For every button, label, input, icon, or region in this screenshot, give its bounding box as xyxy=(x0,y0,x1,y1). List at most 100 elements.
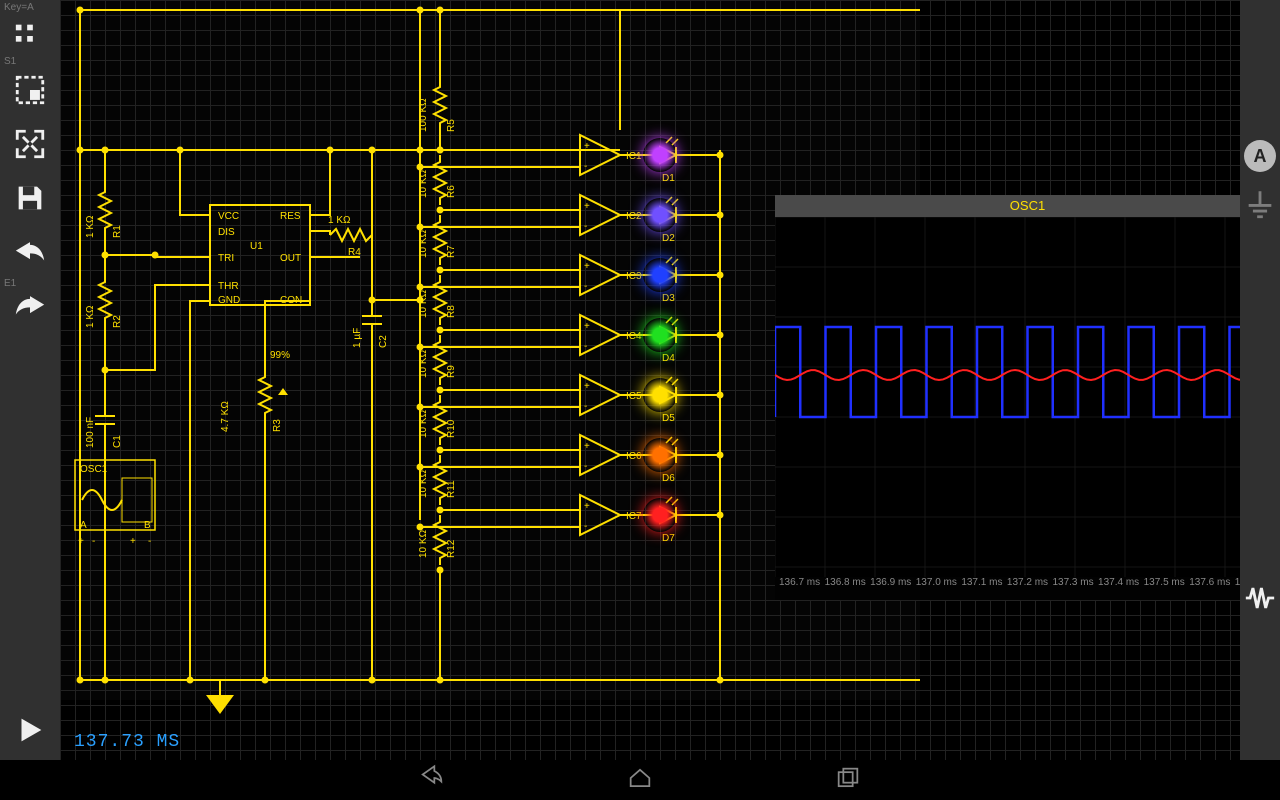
svg-text:+: + xyxy=(584,201,590,212)
svg-text:RES: RES xyxy=(280,211,301,222)
svg-text:R6: R6 xyxy=(446,185,457,198)
svg-text:A: A xyxy=(80,520,87,531)
svg-text:R12: R12 xyxy=(446,539,457,558)
waveform-icon[interactable] xyxy=(1238,576,1280,620)
select-area-icon[interactable] xyxy=(8,68,52,112)
scope-xtick: 137.1 ms xyxy=(961,577,1002,597)
recent-apps-icon[interactable] xyxy=(834,764,862,797)
scope-xtick: 137.2 ms xyxy=(1007,577,1048,597)
led-d5 xyxy=(643,378,677,412)
svg-text:+: + xyxy=(584,261,590,272)
svg-text:+: + xyxy=(584,321,590,332)
svg-text:IC7: IC7 xyxy=(626,511,642,522)
svg-text:IC5: IC5 xyxy=(626,391,642,402)
svg-text:+: + xyxy=(584,381,590,392)
svg-text:4.7 KΩ: 4.7 KΩ xyxy=(220,401,231,432)
svg-text:1 KΩ: 1 KΩ xyxy=(85,305,96,328)
svg-text:IC6: IC6 xyxy=(626,451,642,462)
oscilloscope-xaxis: 136.7 ms136.8 ms136.9 ms137.0 ms137.1 ms… xyxy=(775,577,1280,597)
svg-text:D4: D4 xyxy=(662,353,675,364)
scope-xtick: 137.5 ms xyxy=(1144,577,1185,597)
svg-text:D5: D5 xyxy=(662,413,675,424)
back-icon[interactable] xyxy=(418,764,446,797)
svg-text:DIS: DIS xyxy=(218,227,235,238)
led-d4 xyxy=(643,318,677,352)
svg-text:THR: THR xyxy=(218,281,239,292)
svg-text:R5: R5 xyxy=(446,119,457,132)
svg-text:99%: 99% xyxy=(270,350,290,361)
svg-text:IC1: IC1 xyxy=(626,151,642,162)
svg-text:10 KΩ: 10 KΩ xyxy=(418,169,429,198)
svg-text:+: + xyxy=(130,536,136,547)
led-d1 xyxy=(643,138,677,172)
svg-text:R2: R2 xyxy=(112,315,123,328)
svg-text:+: + xyxy=(584,501,590,512)
svg-text:10 KΩ: 10 KΩ xyxy=(418,409,429,438)
svg-text:-: - xyxy=(584,281,587,292)
svg-text:IC4: IC4 xyxy=(626,331,642,342)
svg-text:R10: R10 xyxy=(446,419,457,438)
svg-text:D1: D1 xyxy=(662,173,675,184)
led-d3 xyxy=(643,258,677,292)
svg-text:R1: R1 xyxy=(112,225,123,238)
svg-text:D3: D3 xyxy=(662,293,675,304)
svg-text:-: - xyxy=(584,341,587,352)
svg-text:-: - xyxy=(584,221,587,232)
scope-xtick: 136.7 ms xyxy=(779,577,820,597)
menu-icon[interactable] xyxy=(8,14,52,58)
fit-screen-icon[interactable] xyxy=(8,122,52,166)
svg-text:1 KΩ: 1 KΩ xyxy=(328,215,351,226)
svg-text:OUT: OUT xyxy=(280,253,301,264)
svg-text:VCC: VCC xyxy=(218,211,239,222)
svg-text:10 KΩ: 10 KΩ xyxy=(418,229,429,258)
key-label: Key=A xyxy=(4,2,34,13)
svg-text:-: - xyxy=(584,401,587,412)
android-navbar xyxy=(0,760,1280,800)
svg-text:R3: R3 xyxy=(272,419,283,432)
svg-text:R7: R7 xyxy=(446,245,457,258)
save-icon[interactable] xyxy=(8,176,52,220)
svg-text:-: - xyxy=(92,536,95,547)
play-icon[interactable] xyxy=(8,708,52,752)
schematic-canvas[interactable]: 1 KΩR11 KΩR2100 nFC1OSC1AB+-+-VCCRESDIST… xyxy=(60,0,1280,760)
svg-text:+: + xyxy=(78,536,84,547)
home-icon[interactable] xyxy=(626,764,654,797)
svg-text:R11: R11 xyxy=(446,480,457,498)
svg-text:10 KΩ: 10 KΩ xyxy=(418,289,429,318)
oscilloscope-plot[interactable] xyxy=(775,217,1280,577)
svg-text:OSC1: OSC1 xyxy=(80,464,108,475)
scope-xtick: 136.9 ms xyxy=(870,577,911,597)
toolbar-right: A xyxy=(1240,0,1280,760)
svg-text:IC2: IC2 xyxy=(626,211,642,222)
svg-text:B: B xyxy=(144,520,151,531)
led-d2 xyxy=(643,198,677,232)
toolbar-left: Key=A S1 E1 xyxy=(0,0,60,760)
svg-text:10 KΩ: 10 KΩ xyxy=(418,469,429,498)
svg-text:C2: C2 xyxy=(378,335,389,348)
svg-text:R4: R4 xyxy=(348,247,361,258)
scope-xtick: 137.4 ms xyxy=(1098,577,1139,597)
svg-text:-: - xyxy=(584,521,587,532)
ground-icon[interactable] xyxy=(1238,182,1280,226)
auto-button[interactable]: A xyxy=(1244,140,1276,172)
svg-text:10 KΩ: 10 KΩ xyxy=(418,529,429,558)
svg-text:-: - xyxy=(148,536,151,547)
s-label: S1 xyxy=(4,56,16,67)
oscilloscope-window[interactable]: OSC1 136.7 ms136.8 ms136.9 ms137.0 ms137… xyxy=(775,195,1280,600)
svg-text:D6: D6 xyxy=(662,473,675,484)
undo-icon[interactable] xyxy=(8,230,52,274)
svg-text:C1: C1 xyxy=(112,435,123,448)
redo-icon[interactable] xyxy=(8,284,52,328)
scope-xtick: 137.6 ms xyxy=(1189,577,1230,597)
svg-text:+: + xyxy=(584,441,590,452)
svg-text:100 nF: 100 nF xyxy=(85,417,96,448)
svg-text:+: + xyxy=(584,141,590,152)
svg-text:GND: GND xyxy=(218,295,240,306)
led-d7 xyxy=(643,498,677,532)
oscilloscope-title: OSC1 xyxy=(775,195,1280,217)
svg-text:TRI: TRI xyxy=(218,253,234,264)
svg-text:U1: U1 xyxy=(250,241,263,252)
svg-text:R9: R9 xyxy=(446,365,457,378)
svg-text:D2: D2 xyxy=(662,233,675,244)
led-d6 xyxy=(643,438,677,472)
